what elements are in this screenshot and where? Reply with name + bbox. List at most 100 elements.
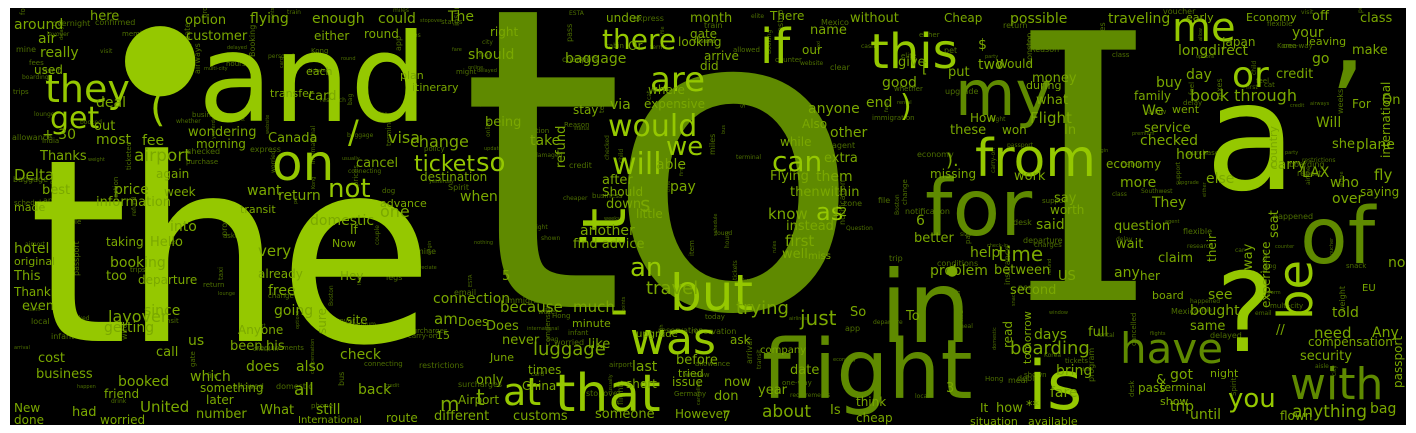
glyph-close-paren-2: ). (946, 150, 959, 171)
word-cost: cost (38, 351, 65, 366)
word-price: price (114, 182, 149, 198)
word-get: get (50, 101, 100, 136)
word-we: we (666, 132, 704, 162)
word-change: change (410, 132, 469, 151)
filler-word: either (919, 31, 940, 39)
filler-word: economy (917, 150, 954, 159)
word-either: either (314, 29, 350, 43)
word-are: are (650, 60, 705, 100)
filler-word: one-way (1283, 42, 1313, 50)
word-which: which (190, 369, 231, 385)
filler-word: weight (88, 157, 105, 163)
word-saying: saying (1360, 185, 1400, 199)
word-customer: customer (186, 29, 248, 44)
filler-word: city (482, 39, 493, 46)
filler-word: elite (751, 13, 765, 20)
filler-word: usually (342, 156, 360, 162)
glyph-3: 3 (946, 381, 955, 396)
word-Flight: Flight (1030, 109, 1072, 127)
word-your: your (1292, 25, 1324, 41)
filler-word: appreciate (410, 265, 437, 271)
word-again: again (156, 167, 190, 181)
word-of: of (1300, 192, 1376, 282)
glyph-7: 7 (722, 409, 731, 425)
filler-word: Question (846, 225, 873, 232)
word-two: two (978, 57, 1004, 73)
filler-word: restrictions (419, 361, 464, 370)
word-Hey: Hey (340, 269, 364, 283)
filler-word: delayed (227, 45, 247, 51)
word-week: week (164, 185, 196, 199)
word-We: We (1142, 103, 1164, 119)
filler-word: requirements (257, 344, 304, 352)
filler-word: feel (1256, 77, 1270, 85)
word-trip: trip (1170, 399, 1195, 415)
word-go: go (1312, 51, 1330, 67)
word-there: there (602, 23, 677, 56)
word-morning: morning (196, 137, 246, 151)
word-am: am (434, 310, 458, 328)
filler-word: trip (889, 254, 903, 263)
filler-word: passport (1007, 142, 1034, 149)
word-name: name (810, 23, 847, 38)
glyph-12: 12 (832, 205, 848, 219)
filler-word: trips (13, 88, 29, 96)
word-call: call (156, 345, 179, 360)
filler-word: seats (579, 55, 598, 63)
filler-word: carry-on (408, 332, 438, 340)
filler-word: Reason (1030, 45, 1060, 54)
filler-word: Korea (1277, 42, 1297, 50)
word-It: It (980, 401, 989, 415)
filler-word: Mexico (1171, 307, 1199, 316)
filler-word: size (376, 111, 388, 118)
word-be: be (1268, 260, 1324, 320)
filler-word: upgrade (945, 87, 979, 96)
filler-word: vacation (566, 280, 588, 286)
filler-word: app (845, 324, 861, 333)
word-between: between (994, 263, 1051, 278)
filler-word: aisle (1315, 363, 1329, 370)
filler-word: layover (47, 31, 70, 38)
word-booking: booking (110, 255, 166, 271)
word-what: what (1036, 93, 1068, 108)
word-really: really (40, 45, 79, 61)
filler-word: drink (111, 398, 127, 405)
filler-word: check-in (987, 243, 1009, 249)
word-don: don (714, 389, 739, 404)
word-Also: Also (802, 117, 828, 131)
filler-word: change (901, 179, 909, 205)
word-destination: destination (420, 170, 488, 184)
filler-word: flexible (1267, 20, 1293, 28)
filler-word: website (800, 60, 824, 67)
filler-word: local (31, 317, 50, 326)
word-itinerary: itinerary (412, 81, 459, 94)
word-US: US (1058, 269, 1076, 284)
word-cheap: cheap (856, 411, 893, 425)
word-economy: economy (1106, 157, 1162, 171)
word-Thanks: Thanks (40, 149, 87, 164)
word-another: another (580, 223, 635, 239)
filler-word: Reason (564, 121, 590, 129)
filler-word: infant (568, 329, 589, 337)
filler-word: train (287, 9, 301, 16)
word-about: about (762, 402, 812, 422)
word-problem: problem (930, 263, 988, 279)
word-how: how (996, 401, 1023, 416)
filler-word: airport (609, 361, 633, 369)
word-sure: sure (315, 308, 329, 334)
filler-word: cheaper (563, 195, 588, 202)
filler-word: domestic (276, 382, 313, 391)
filler-word: time (150, 194, 164, 201)
filler-word: premium (349, 321, 376, 328)
glyph-dash: - (610, 280, 629, 338)
filler-word: delayed (1210, 331, 1242, 340)
filler-word: reservation (691, 327, 737, 336)
word-tried: tried (678, 367, 704, 380)
filler-word: airport (25, 241, 46, 248)
word-night: night (1210, 367, 1239, 380)
filler-word: requirements (790, 392, 831, 399)
word-as: as (816, 198, 844, 226)
word-long: long (1178, 43, 1209, 59)
word-carry: carry (1270, 157, 1306, 173)
glyph-plus-30: + 30 (42, 127, 76, 143)
